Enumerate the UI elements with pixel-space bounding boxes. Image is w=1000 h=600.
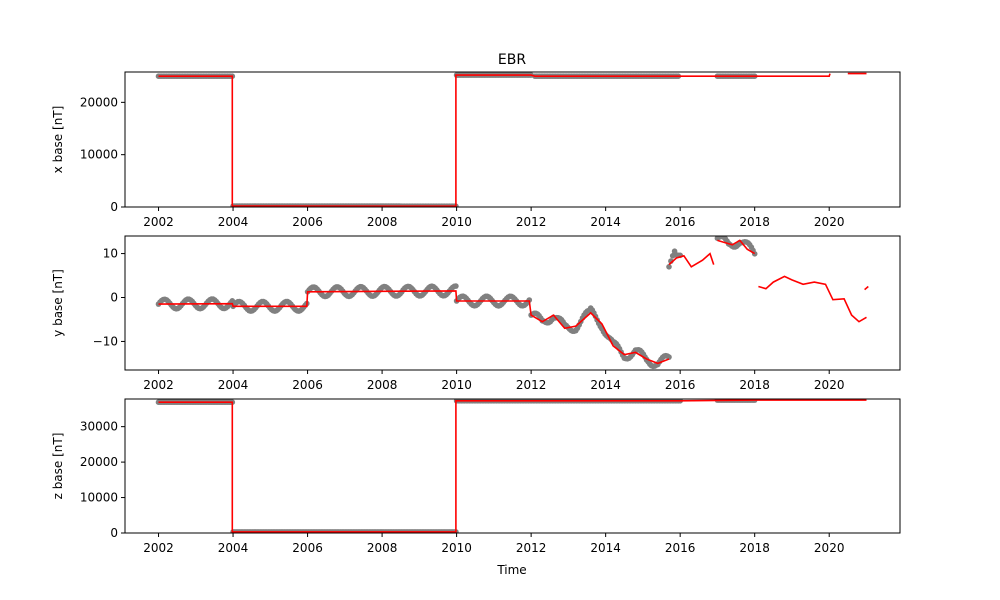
x-tick-label: 2002 (143, 215, 174, 229)
axes-frame (124, 71, 901, 208)
x-tick-label: 2020 (814, 541, 845, 555)
x-tick-label: 2014 (590, 378, 621, 392)
x-tick-label: 2008 (367, 541, 398, 555)
x-tick-label: 2018 (739, 378, 770, 392)
plot-area (155, 399, 867, 533)
y-axis-label: x base [nT] (51, 106, 65, 174)
x-tick-label: 2016 (665, 541, 696, 555)
plot-area (155, 236, 869, 370)
x-tick-label: 2002 (143, 541, 174, 555)
axes-frame (124, 235, 901, 371)
x-tick-label: 2012 (516, 215, 547, 229)
x-tick-label: 2004 (218, 215, 249, 229)
y-tick-label: 0 (110, 200, 118, 214)
points-segment-7 (714, 236, 758, 257)
x-tick-label: 2016 (665, 215, 696, 229)
x-tick-label: 2006 (292, 215, 323, 229)
y-tick-label: 10000 (80, 491, 118, 505)
x-tick-label: 2004 (218, 378, 249, 392)
x-tick-label: 2010 (441, 215, 472, 229)
points-segment-2 (230, 298, 310, 314)
x-tick-label: 2012 (516, 378, 547, 392)
x-tick-label: 2008 (367, 378, 398, 392)
plot-area (155, 72, 867, 207)
y-tick-label: 20000 (80, 95, 118, 109)
series-line-segment-1 (158, 399, 867, 533)
x-tick-label: 2006 (292, 541, 323, 555)
chart-title: EBR (498, 52, 526, 68)
y-tick-label: −10 (93, 334, 118, 348)
x-tick-label: 2014 (590, 541, 621, 555)
subplot-1: 2002 2004 2006 2008 2010 2012 2014 2016 2018 2020… (51, 71, 901, 229)
x-tick-label: 2014 (590, 215, 621, 229)
series-line-segment-1 (158, 73, 831, 207)
subplot-3: 2002 2004 2006 2008 2010 2012 2014 2016 2018 2020… (51, 398, 901, 555)
x-tick-label: 2010 (441, 378, 472, 392)
x-tick-label: 2020 (814, 215, 845, 229)
subplot-2: 2002 2004 2006 2008 2010 2012 2014 2016 2018 2020… (51, 235, 901, 392)
y-tick-label: 0 (110, 526, 118, 540)
series-line-segment-3 (717, 239, 756, 255)
x-tick-label: 2020 (814, 378, 845, 392)
points-segment-1 (155, 296, 236, 312)
x-tick-label: 2012 (516, 541, 547, 555)
y-tick-label: 0 (110, 291, 118, 305)
x-tick-label: 2006 (292, 378, 323, 392)
y-axis-label: z base [nT] (51, 433, 65, 500)
y-tick-label: 20000 (80, 455, 118, 469)
x-tick-label: 2002 (143, 378, 174, 392)
x-tick-label: 2010 (441, 541, 472, 555)
series-line-segment-5 (864, 285, 869, 291)
axes-frame (124, 398, 901, 534)
y-axis-label: y base [nT] (51, 269, 65, 337)
x-tick-label: 2004 (218, 541, 249, 555)
data-point (666, 354, 672, 360)
y-tick-label: 30000 (80, 420, 118, 434)
y-tick-label: 10000 (80, 148, 118, 162)
x-tick-label: 2018 (739, 541, 770, 555)
data-point (666, 264, 672, 270)
data-point (453, 283, 459, 289)
x-tick-label: 2018 (739, 215, 770, 229)
subplots: 2002 2004 2006 2008 2010 2012 2014 2016 2018 2020… (51, 71, 901, 555)
y-tick-label: 10 (103, 247, 118, 261)
x-tick-label: 2016 (665, 378, 696, 392)
x-tick-label: 2008 (367, 215, 398, 229)
series-line-segment-2 (668, 252, 715, 268)
series-line-segment-4 (758, 275, 867, 323)
x-axis-label: Time (496, 563, 526, 577)
points-segment-5 (528, 305, 672, 370)
series-line-segment-1 (158, 290, 670, 365)
